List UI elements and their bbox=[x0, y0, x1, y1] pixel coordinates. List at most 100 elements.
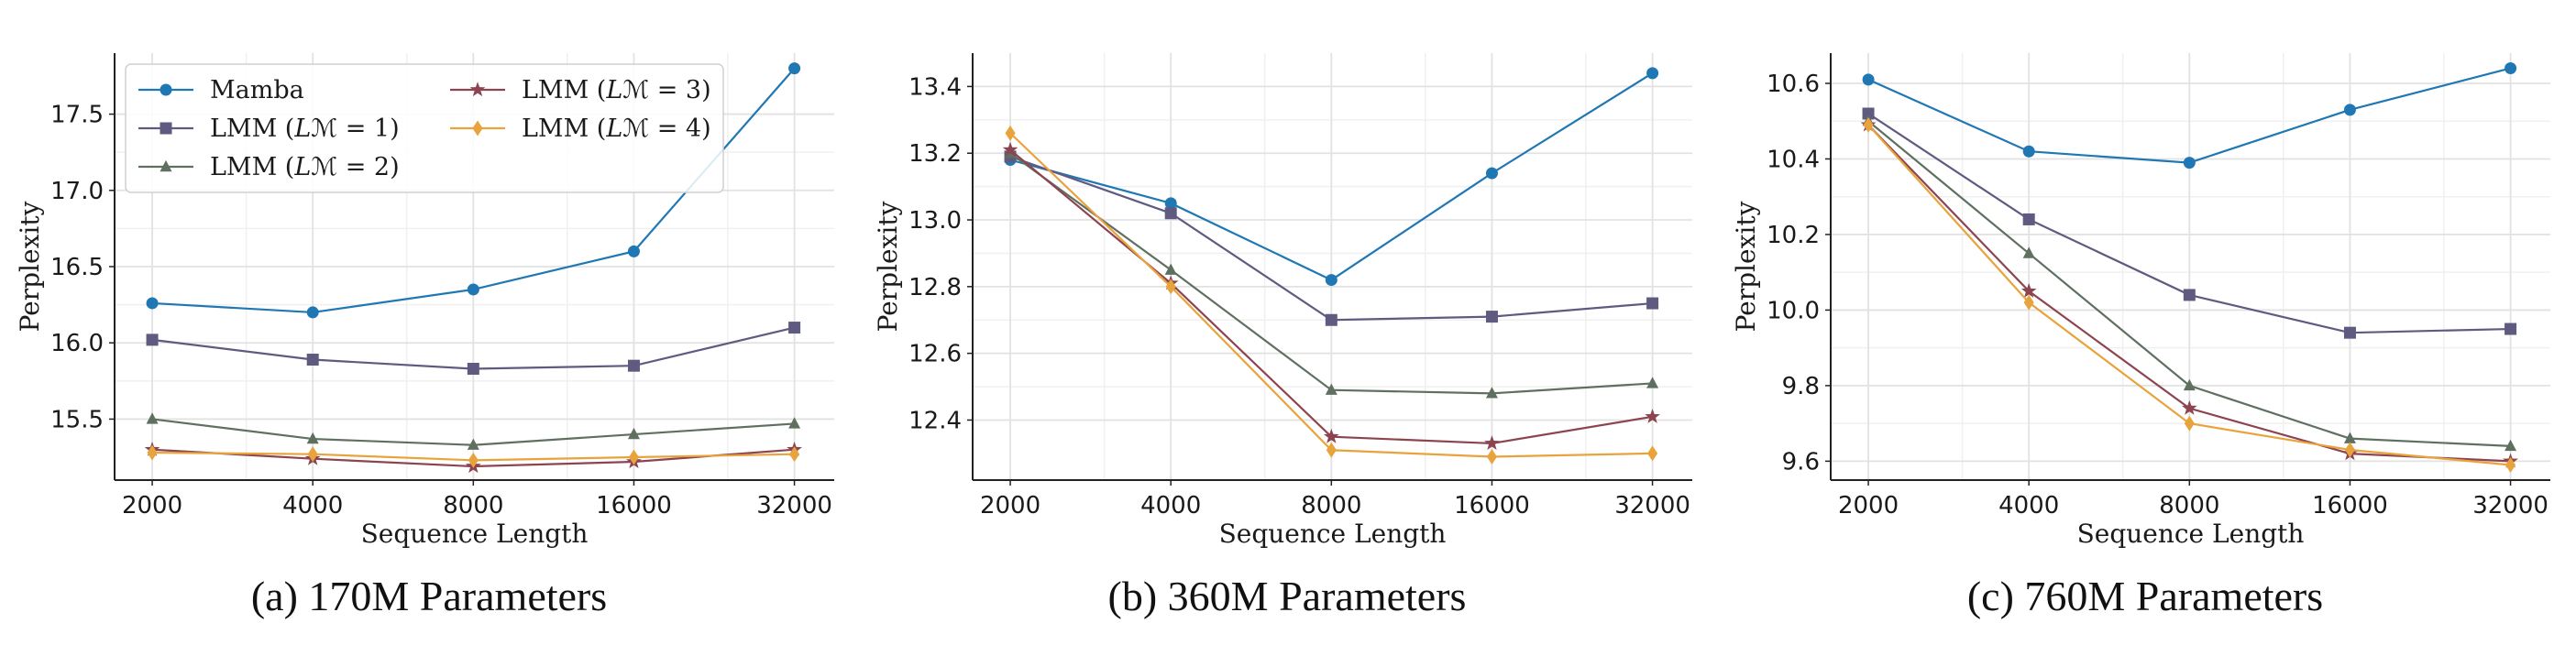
chart-360m: 2000 4000 8000 16000 32000 12.4 12.6 12.8 13.0 13… bbox=[873, 53, 1692, 549]
chart-panel-360m: 2000 4000 8000 16000 32000 12.4 12.6 12.8 13.0 13… bbox=[858, 0, 1716, 656]
series-1 bbox=[1862, 61, 2517, 169]
x-tick-label: 4000 bbox=[1998, 492, 2059, 519]
data-point bbox=[1485, 167, 1498, 180]
data-point bbox=[788, 62, 801, 75]
legend-swatch-marker bbox=[160, 83, 172, 96]
data-point bbox=[2504, 61, 2517, 74]
data-point bbox=[306, 306, 319, 319]
data-point bbox=[146, 333, 159, 346]
y-tick-label: 15.5 bbox=[50, 406, 104, 433]
x-tick-label: 8000 bbox=[1301, 492, 1361, 519]
data-point bbox=[1484, 435, 1500, 451]
x-tick-label: 2000 bbox=[980, 492, 1040, 519]
data-point bbox=[2183, 378, 2196, 391]
data-point bbox=[1485, 311, 1498, 323]
data-point bbox=[1325, 274, 1338, 287]
data-point bbox=[2183, 289, 2196, 301]
data-point bbox=[1646, 67, 1659, 80]
data-point bbox=[1164, 207, 1177, 220]
y-tick-label: 13.4 bbox=[908, 73, 962, 101]
data-point bbox=[2022, 246, 2035, 258]
legend-swatch-marker bbox=[472, 120, 483, 137]
chart-760m: 2000 4000 8000 16000 32000 9.6 9.8 10.0 10.2 10.4… bbox=[1731, 53, 2550, 549]
y-axis-label: Perplexity bbox=[873, 201, 903, 332]
data-point bbox=[468, 452, 479, 468]
data-point bbox=[2022, 213, 2035, 225]
data-point bbox=[2344, 442, 2355, 458]
data-point bbox=[2343, 326, 2356, 339]
y-tick-label: 13.2 bbox=[908, 140, 962, 168]
series-1 bbox=[1004, 67, 1659, 287]
legend: Mamba LMM (𝐿ℳ = 1) LMM (𝐿ℳ = 2) LMM (𝐿ℳ = 3… bbox=[125, 63, 724, 193]
series-2 bbox=[146, 322, 801, 376]
y-tick-label: 10.2 bbox=[1767, 222, 1820, 249]
x-axis-label: Sequence Length bbox=[361, 519, 589, 549]
data-point bbox=[788, 417, 801, 429]
data-point bbox=[2343, 104, 2356, 116]
data-point bbox=[1862, 73, 1875, 86]
grid bbox=[973, 53, 1692, 480]
series-2 bbox=[1862, 107, 2517, 339]
x-tick-label: 4000 bbox=[282, 492, 343, 519]
data-point bbox=[2504, 323, 2517, 335]
legend-item: LMM (𝐿ℳ = 4) bbox=[450, 115, 711, 143]
data-point bbox=[1325, 313, 1338, 326]
x-tick-label: 32000 bbox=[2472, 492, 2548, 519]
y-axis-label: Perplexity bbox=[15, 201, 45, 332]
legend-label: Mamba bbox=[210, 76, 304, 104]
data-point bbox=[146, 297, 159, 310]
data-point bbox=[1326, 442, 1337, 458]
data-point bbox=[2022, 145, 2035, 158]
x-tick-label: 32000 bbox=[756, 492, 832, 519]
y-tick-label: 16.5 bbox=[50, 254, 104, 281]
legend-item: LMM (𝐿ℳ = 1) bbox=[138, 115, 400, 143]
chart-panel-170m: 2000 4000 8000 16000 32000 15.5 16.0 16.5 17.0 17… bbox=[0, 0, 858, 656]
data-point bbox=[467, 363, 479, 376]
data-point bbox=[1164, 263, 1177, 275]
data-point bbox=[2505, 457, 2516, 473]
x-axis-label: Sequence Length bbox=[1219, 519, 1447, 549]
data-point bbox=[2504, 439, 2517, 452]
series-3 bbox=[146, 412, 801, 450]
data-point bbox=[1862, 107, 1875, 120]
x-tick-label: 2000 bbox=[1838, 492, 1899, 519]
data-point bbox=[306, 432, 319, 444]
y-tick-label: 10.0 bbox=[1767, 297, 1820, 324]
x-tick-label: 4000 bbox=[1140, 492, 1201, 519]
data-point bbox=[2020, 283, 2037, 298]
data-point bbox=[147, 444, 158, 461]
data-point bbox=[1486, 449, 1497, 465]
data-point bbox=[627, 427, 640, 440]
legend-item: LMM (𝐿ℳ = 2) bbox=[138, 153, 400, 181]
legend-label: LMM (𝐿ℳ = 1) bbox=[210, 115, 400, 143]
y-tick-label: 13.0 bbox=[908, 207, 962, 235]
data-point bbox=[1164, 197, 1177, 210]
legend-label: LMM (𝐿ℳ = 4) bbox=[522, 115, 711, 143]
data-point bbox=[146, 412, 159, 424]
data-point bbox=[2184, 415, 2195, 432]
legend-label: LMM (𝐿ℳ = 3) bbox=[522, 76, 711, 104]
data-point bbox=[2181, 399, 2197, 415]
caption-760m: (c) 760M Parameters bbox=[1966, 573, 2324, 619]
series-5 bbox=[147, 444, 800, 468]
grid bbox=[1831, 53, 2550, 480]
caption-360m: (b) 360M Parameters bbox=[1107, 573, 1467, 619]
y-axis-label: Perplexity bbox=[1731, 201, 1761, 332]
y-tick-label: 17.0 bbox=[50, 178, 104, 205]
y-tick-label: 10.4 bbox=[1767, 146, 1820, 173]
caption-170m: (a) 170M Parameters bbox=[250, 573, 608, 619]
legend-swatch-marker bbox=[469, 82, 486, 97]
data-point bbox=[1485, 387, 1498, 399]
y-tick-label: 9.8 bbox=[1782, 373, 1820, 400]
data-point bbox=[1005, 125, 1016, 141]
x-tick-label: 2000 bbox=[122, 492, 182, 519]
y-tick-label: 12.8 bbox=[908, 274, 962, 301]
data-point bbox=[2343, 432, 2356, 443]
y-tick-label: 16.0 bbox=[50, 330, 104, 357]
x-axis-label: Sequence Length bbox=[2077, 519, 2305, 549]
data-point bbox=[788, 322, 801, 334]
y-tick-label: 12.4 bbox=[908, 407, 962, 434]
data-point bbox=[789, 446, 800, 463]
legend-label: LMM (𝐿ℳ = 2) bbox=[210, 153, 400, 181]
y-tick-label: 10.6 bbox=[1767, 71, 1820, 98]
